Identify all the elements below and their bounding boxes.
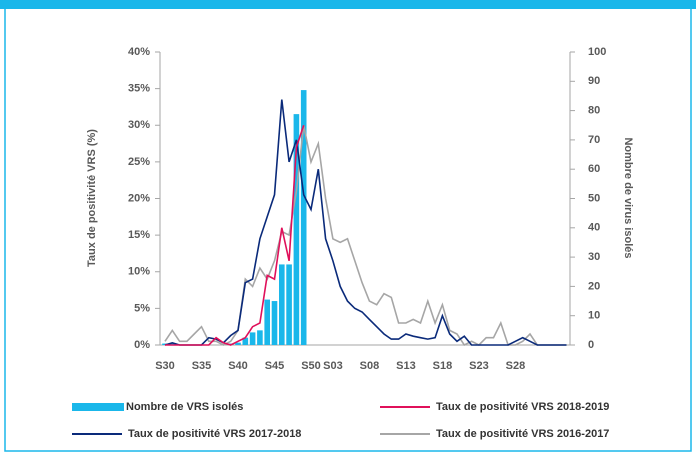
x-tick-label: S28 — [506, 360, 526, 372]
y-tick-label: 0% — [134, 339, 150, 351]
frame — [4, 4, 692, 452]
y2-tick-label: 80 — [588, 105, 600, 117]
x-tick-label: S23 — [469, 360, 489, 372]
y2-tick-label: 40 — [588, 222, 600, 234]
bar — [257, 330, 263, 345]
y-tick-label: 35% — [128, 83, 150, 95]
y2-tick-label: 10 — [588, 310, 600, 322]
legend-label: Taux de positivité VRS 2017-2018 — [128, 428, 301, 440]
bar — [242, 337, 249, 345]
y-tick-label: 10% — [128, 266, 150, 278]
y-tick-label: 5% — [134, 302, 150, 314]
y2-tick-label: 90 — [588, 75, 600, 87]
y-tick-label: 20% — [128, 192, 150, 204]
y2-tick-label: 100 — [588, 46, 606, 58]
x-tick-label: S18 — [433, 360, 453, 372]
line — [165, 125, 305, 346]
y2-tick-label: 50 — [588, 192, 600, 204]
x-tick-label: S13 — [396, 360, 416, 372]
legend-label: Taux de positivité VRS 2018-2019 — [436, 401, 609, 413]
legend-label: Taux de positivité VRS 2016-2017 — [436, 428, 609, 440]
y2-tick-label: 0 — [588, 339, 594, 351]
y-tick-label: 25% — [128, 156, 150, 168]
y2-tick-label: 60 — [588, 163, 600, 175]
x-tick-label: S03 — [323, 360, 343, 372]
bar — [271, 301, 278, 345]
bar — [264, 299, 270, 345]
bar — [249, 332, 256, 345]
legend-swatch — [72, 403, 124, 411]
bar — [300, 90, 307, 345]
line — [164, 125, 567, 347]
bar — [286, 264, 292, 345]
bar — [235, 342, 241, 345]
bar — [279, 264, 285, 345]
y-tick-label: 40% — [128, 46, 150, 58]
y-axis-title: Taux de positivité VRS (%) — [86, 129, 98, 267]
y2-tick-label: 70 — [588, 134, 600, 146]
x-tick-label: S40 — [228, 360, 248, 372]
x-tick-label: S50 — [301, 360, 321, 372]
y-tick-label: 30% — [128, 119, 150, 131]
y2-tick-label: 30 — [588, 251, 600, 263]
line — [164, 99, 567, 346]
x-tick-label: S35 — [192, 360, 212, 372]
x-tick-label: S45 — [265, 360, 285, 372]
bar — [293, 114, 300, 345]
y2-tick-label: 20 — [588, 280, 600, 292]
legend-label: Nombre de VRS isolés — [126, 401, 243, 413]
x-tick-label: S08 — [360, 360, 380, 372]
x-tick-label: S30 — [155, 360, 175, 372]
y2-axis-title: Nombre de virus isolés — [622, 137, 634, 258]
y-tick-label: 15% — [128, 229, 150, 241]
